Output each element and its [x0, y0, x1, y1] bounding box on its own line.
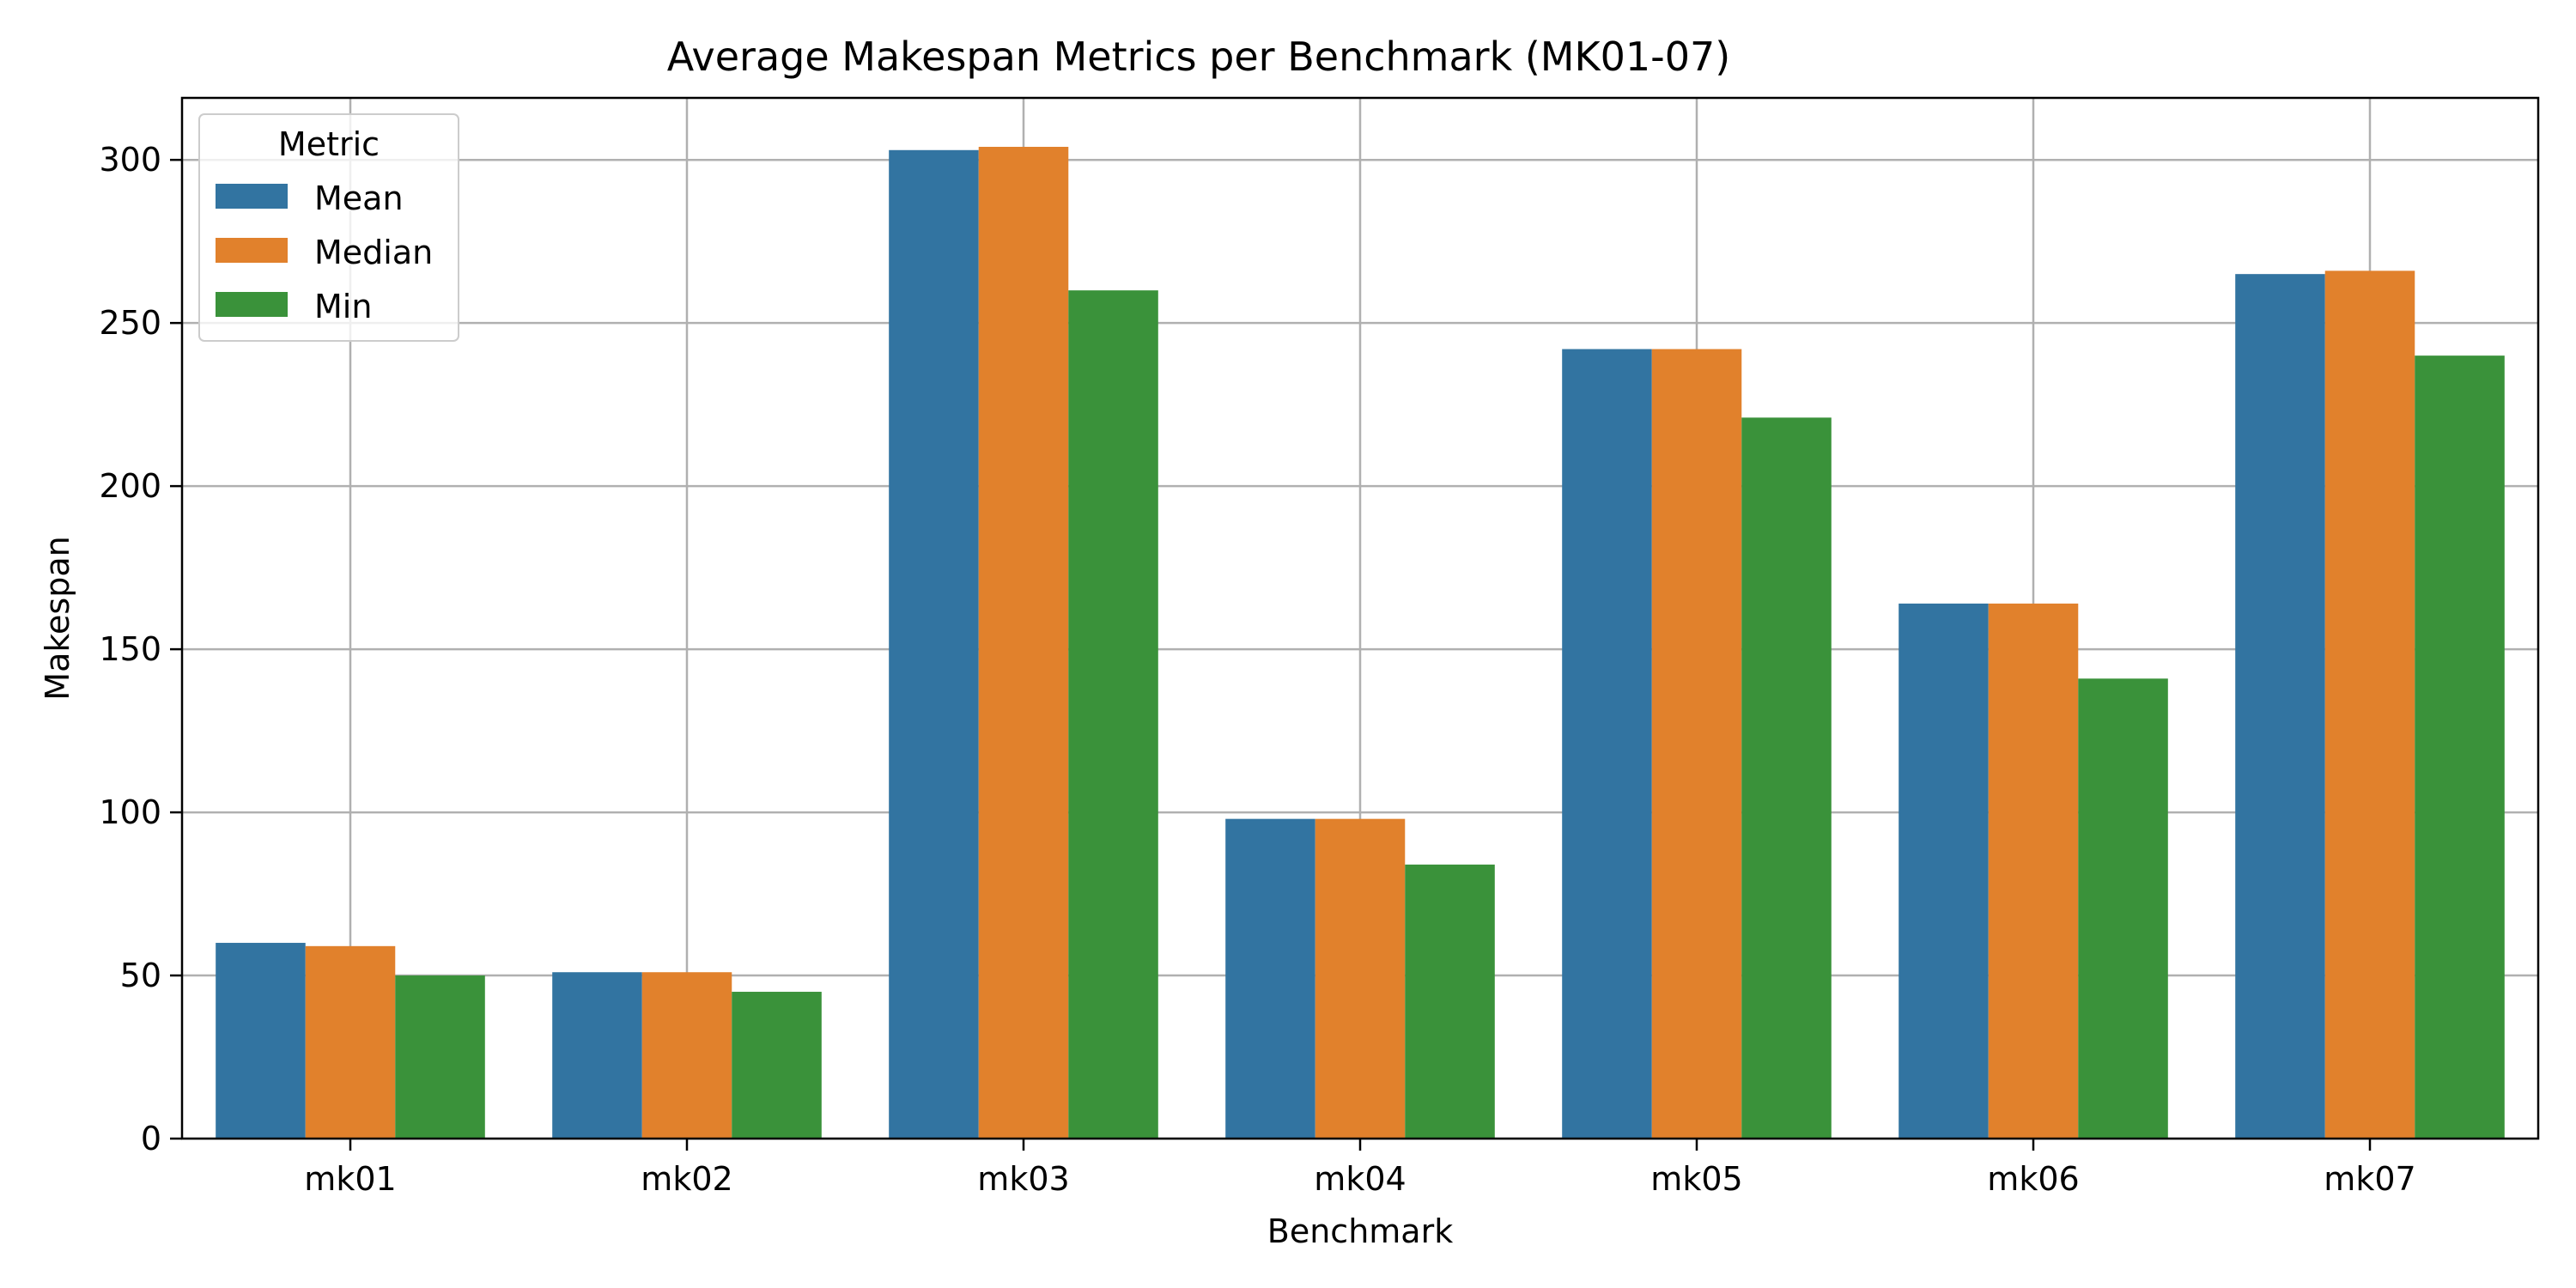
bar-mk06-median — [1988, 603, 2079, 1139]
legend: Metric Mean Median Min — [198, 113, 459, 342]
bar-mk05-median — [1651, 349, 1742, 1139]
bar-mk03-min — [1068, 290, 1158, 1139]
bar-mk02-median — [641, 972, 732, 1139]
x-tick-label-mk05: mk05 — [1650, 1160, 1742, 1198]
x-tick-label-mk02: mk02 — [641, 1160, 732, 1198]
x-tick-label-mk03: mk03 — [977, 1160, 1069, 1198]
bar-mk03-median — [978, 146, 1069, 1139]
x-axis-label: Benchmark — [1267, 1212, 1453, 1250]
x-tick-label-mk01: mk01 — [304, 1160, 396, 1198]
y-axis-ticks: 0 50 100 150 200 250 300 — [99, 141, 182, 1157]
bars-group — [216, 146, 2505, 1139]
bar-mk02-mean — [552, 972, 642, 1139]
bar-mk07-mean — [2235, 274, 2325, 1139]
y-tick-label-250: 250 — [99, 304, 161, 342]
bar-mk04-mean — [1225, 818, 1315, 1139]
chart-title: Average Makespan Metrics per Benchmark (… — [667, 33, 1731, 80]
legend-box — [198, 113, 459, 342]
y-tick-label-50: 50 — [120, 957, 161, 994]
bar-mk06-min — [2078, 678, 2168, 1139]
bar-mk03-mean — [889, 149, 979, 1139]
legend-label-mean: Mean — [314, 179, 404, 217]
x-tick-label-mk07: mk07 — [2324, 1160, 2415, 1198]
x-tick-label-mk04: mk04 — [1314, 1160, 1406, 1198]
y-tick-label-100: 100 — [99, 793, 161, 831]
bar-mk01-mean — [216, 943, 306, 1139]
bar-mk07-min — [2415, 355, 2505, 1139]
bar-mk04-min — [1405, 864, 1495, 1139]
legend-label-median: Median — [314, 234, 433, 271]
bar-mk04-median — [1315, 818, 1406, 1139]
bar-mk01-min — [395, 975, 485, 1139]
legend-label-min: Min — [314, 288, 372, 325]
legend-title: Metric — [278, 125, 380, 163]
bar-mk05-min — [1741, 417, 1832, 1139]
legend-swatch-median — [216, 238, 288, 263]
y-tick-label-200: 200 — [99, 467, 161, 505]
x-tick-label-mk06: mk06 — [1987, 1160, 2079, 1198]
bar-mk05-mean — [1562, 349, 1652, 1139]
legend-swatch-min — [216, 292, 288, 317]
legend-swatch-mean — [216, 184, 288, 209]
y-axis-label: Makespan — [39, 536, 76, 700]
bar-mk06-mean — [1899, 603, 1989, 1139]
x-axis-ticks: mk01 mk02 mk03 mk04 mk05 mk06 mk07 — [304, 1139, 2416, 1198]
y-tick-label-150: 150 — [99, 630, 161, 668]
bar-mk07-median — [2324, 270, 2415, 1139]
legend-items: Mean Median Min — [216, 179, 433, 325]
bar-mk02-min — [732, 992, 822, 1139]
bar-mk01-median — [305, 945, 396, 1139]
y-tick-label-300: 300 — [99, 141, 161, 179]
y-tick-label-0: 0 — [141, 1120, 161, 1157]
